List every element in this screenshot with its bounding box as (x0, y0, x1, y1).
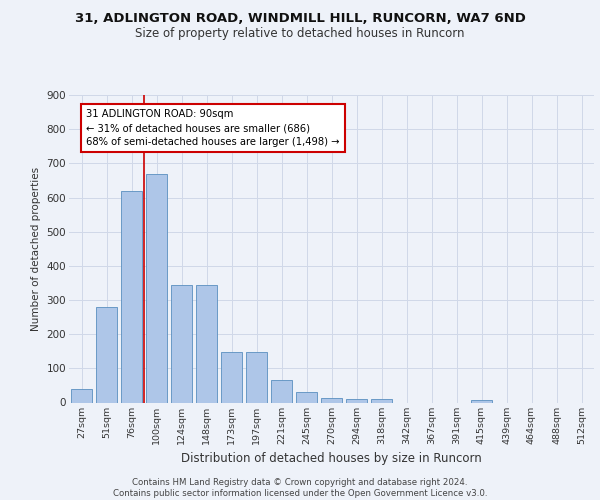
Bar (121, 190, 142, 402)
Y-axis label: Number of detached properties: Number of detached properties (31, 166, 41, 331)
Bar (321, 398, 342, 402)
Bar (271, 380, 292, 402)
Bar (371, 399, 392, 402)
Text: 31, ADLINGTON ROAD, WINDMILL HILL, RUNCORN, WA7 6ND: 31, ADLINGTON ROAD, WINDMILL HILL, RUNCO… (74, 12, 526, 26)
Bar (246, 352, 267, 403)
Bar (221, 352, 242, 403)
Bar (71, 389, 92, 402)
Bar (196, 284, 217, 403)
Bar (471, 400, 492, 402)
Bar (346, 398, 367, 402)
Text: Contains HM Land Registry data © Crown copyright and database right 2024.
Contai: Contains HM Land Registry data © Crown c… (113, 478, 487, 498)
Bar (171, 284, 192, 403)
X-axis label: Distribution of detached houses by size in Runcorn: Distribution of detached houses by size … (181, 452, 482, 465)
Bar (146, 174, 167, 402)
Bar (296, 392, 317, 402)
Text: 31 ADLINGTON ROAD: 90sqm
← 31% of detached houses are smaller (686)
68% of semi-: 31 ADLINGTON ROAD: 90sqm ← 31% of detach… (86, 110, 340, 148)
Text: Size of property relative to detached houses in Runcorn: Size of property relative to detached ho… (135, 28, 465, 40)
Bar (96, 307, 117, 402)
